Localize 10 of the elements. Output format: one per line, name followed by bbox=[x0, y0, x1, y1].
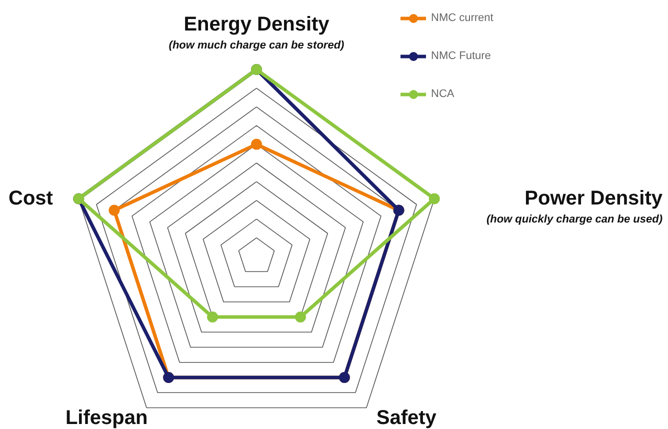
spoke-label: Energy Density bbox=[184, 14, 330, 36]
spoke-label: Safety bbox=[376, 406, 438, 429]
legend-label: NMC Future bbox=[431, 50, 491, 62]
spoke-label: Power Density bbox=[524, 188, 664, 210]
text: (how quickly charge can be used) bbox=[486, 214, 663, 226]
legend-label: NCA bbox=[431, 88, 454, 100]
spoke-label: Cost bbox=[8, 188, 54, 210]
spoke-label: Lifespan bbox=[65, 406, 148, 429]
legend-label: NMC current bbox=[431, 12, 494, 24]
text: (how much charge can be stored) bbox=[168, 40, 345, 52]
